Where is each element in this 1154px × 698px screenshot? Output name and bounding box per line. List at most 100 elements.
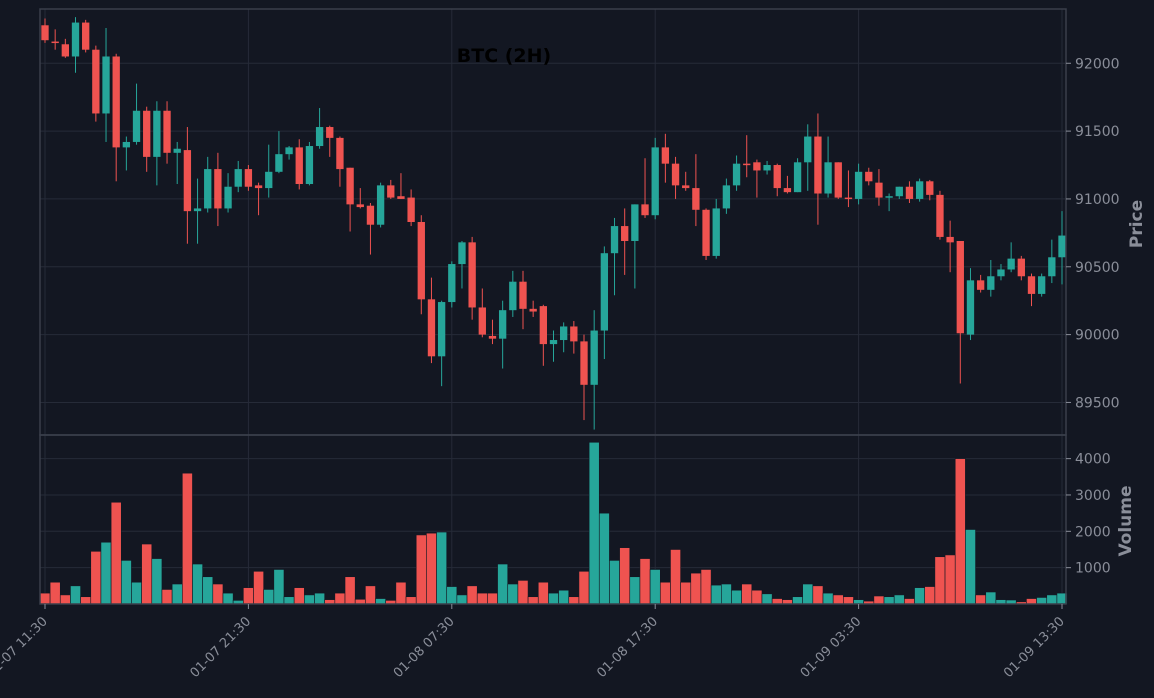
candle-body — [498, 310, 507, 339]
candle-body — [539, 306, 547, 345]
candle-body — [570, 326, 578, 342]
price-tick-label: 90000 — [1075, 328, 1120, 344]
price-tick-label: 92000 — [1075, 56, 1120, 72]
volume-bar — [446, 586, 458, 605]
volume-bar — [548, 592, 559, 605]
volume-bar — [405, 596, 417, 605]
candle-body — [783, 188, 792, 193]
candle-body — [366, 205, 375, 225]
volume-bar — [761, 593, 773, 605]
candle-body — [997, 269, 1005, 277]
volume-bar — [1026, 598, 1037, 605]
candle-body — [621, 226, 629, 241]
candle-body — [397, 196, 405, 199]
volume-bar — [436, 531, 448, 605]
candle-body — [265, 171, 273, 189]
volume-bar — [120, 560, 132, 605]
volume-bar — [466, 585, 478, 605]
volume-bar — [609, 560, 620, 605]
candle-body — [437, 302, 446, 357]
candle-body — [549, 340, 558, 345]
candle-body — [682, 185, 690, 189]
candle-body — [1017, 258, 1025, 277]
candle-body — [814, 136, 822, 194]
volume-bar — [721, 583, 732, 605]
volume-bar — [822, 592, 834, 605]
volume-bar — [558, 589, 570, 605]
volume-bar — [731, 589, 742, 605]
candle-body — [122, 141, 131, 148]
volume-bar — [700, 569, 712, 605]
candle-body — [61, 44, 70, 57]
candle-body — [1058, 235, 1066, 258]
volume-bar — [802, 583, 814, 605]
candle-body — [112, 56, 120, 148]
volume-bar — [710, 584, 722, 605]
volume-bar — [110, 501, 122, 605]
volume-bar — [1046, 594, 1058, 605]
candle-body — [529, 308, 537, 312]
candle-body — [793, 162, 802, 193]
volume-bar — [517, 580, 529, 605]
volume-bar — [649, 569, 661, 605]
volume-bar — [131, 581, 142, 605]
volume-bar — [904, 598, 915, 605]
volume-bar — [965, 529, 976, 605]
volume-bar — [314, 592, 325, 605]
volume-bar — [934, 556, 946, 605]
price-axis-label: Price — [1127, 200, 1147, 248]
volume-bar — [141, 543, 153, 605]
volume-bar — [80, 596, 92, 605]
candle-body — [183, 150, 192, 212]
candle-body — [722, 185, 731, 209]
candle-body — [336, 137, 344, 170]
candle-body — [376, 185, 385, 225]
volume-bar — [619, 547, 631, 605]
volume-bar — [59, 594, 71, 605]
price-tick-label: 91500 — [1075, 124, 1120, 140]
volume-panel-background — [40, 435, 1066, 604]
candle-body — [448, 264, 456, 303]
candle-body — [1027, 276, 1036, 294]
grid-lines — [40, 9, 1066, 604]
volume-bar — [283, 596, 295, 605]
volume-axis-label: Volume — [1116, 485, 1136, 556]
volume-bars — [39, 441, 1068, 605]
candle-body — [82, 22, 90, 50]
candle-body — [244, 169, 253, 187]
volume-bar — [741, 583, 753, 605]
volume-bar — [914, 587, 926, 605]
candle-body — [976, 280, 985, 290]
price-panel-background — [40, 9, 1066, 435]
candle-body — [732, 163, 741, 186]
candle-body — [651, 147, 659, 216]
volume-bar — [100, 541, 112, 605]
volume-bar — [527, 596, 539, 605]
price-tick-label: 90500 — [1075, 260, 1120, 276]
candle-body — [661, 147, 670, 164]
candle-body — [173, 148, 181, 153]
volume-bar — [792, 596, 803, 605]
volume-bar — [304, 594, 315, 605]
candle-body — [956, 240, 964, 334]
candle-body — [214, 169, 222, 209]
candle-body — [315, 127, 324, 147]
candle-body — [509, 281, 517, 311]
volume-bar — [588, 441, 600, 605]
volume-bar — [476, 592, 488, 605]
volume-bar — [161, 589, 173, 605]
candle-body — [753, 162, 761, 171]
candle-body — [193, 208, 202, 212]
candle-body — [763, 165, 771, 171]
volume-bar — [487, 592, 498, 605]
candle-body — [641, 204, 649, 216]
volume-bar — [954, 458, 966, 605]
volume-bar — [426, 532, 437, 605]
volume-panel-frame — [39, 434, 1067, 605]
candle-body — [926, 181, 934, 195]
candle-body — [580, 341, 588, 385]
volume-bar — [883, 596, 895, 605]
candle-body — [519, 281, 527, 309]
volume-bar — [598, 512, 610, 605]
candle-body — [468, 242, 476, 308]
